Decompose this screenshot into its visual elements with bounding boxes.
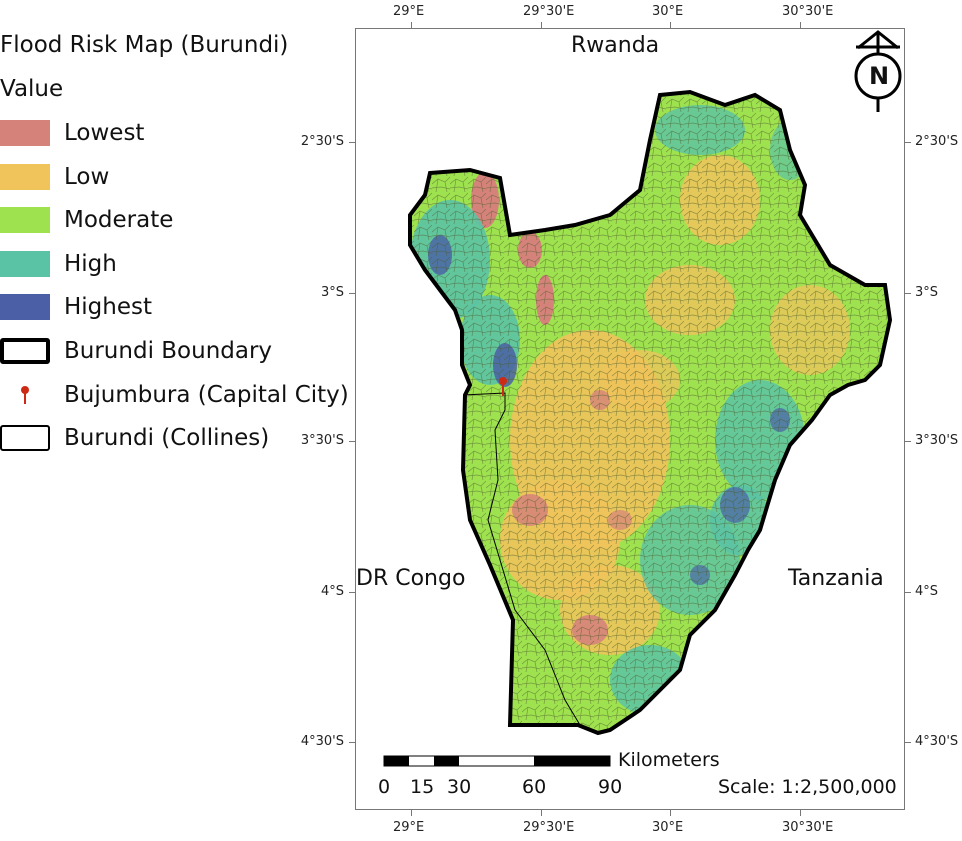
scale-tick-label: 0 bbox=[378, 776, 391, 798]
y-tick-mark bbox=[905, 441, 911, 442]
y-tick-label-right: 3°30'S bbox=[915, 433, 959, 448]
scale-tick-label: 60 bbox=[522, 776, 547, 798]
label-dr-congo: DR Congo bbox=[356, 566, 466, 591]
x-tick-mark bbox=[800, 22, 801, 28]
legend-swatch bbox=[0, 251, 50, 277]
x-tick-mark bbox=[541, 810, 542, 816]
x-tick-label-bottom: 30°E bbox=[652, 820, 684, 835]
y-tick-label-left: 3°30'S bbox=[300, 433, 344, 448]
bujumbura-pin bbox=[499, 377, 507, 396]
y-tick-mark bbox=[905, 742, 911, 743]
legend-label: Burundi (Collines) bbox=[64, 425, 270, 451]
y-tick-label-right: 4°S bbox=[915, 584, 939, 599]
map-pin-icon bbox=[0, 382, 50, 408]
flood-risk-zones bbox=[410, 92, 890, 733]
x-tick-label-bottom: 29°E bbox=[393, 820, 425, 835]
y-tick-label-left: 4°30'S bbox=[300, 734, 344, 749]
legend-swatch bbox=[0, 120, 50, 146]
north-arrow-letter: N bbox=[868, 62, 890, 90]
x-tick-mark bbox=[670, 810, 671, 816]
legend-swatch bbox=[0, 294, 50, 320]
legend-item: Low bbox=[0, 162, 360, 192]
label-rwanda: Rwanda bbox=[571, 33, 660, 58]
legend-label: Burundi Boundary bbox=[64, 338, 273, 364]
scale-tick-label: 90 bbox=[598, 776, 623, 798]
legend-subtitle: Value bbox=[0, 76, 64, 102]
legend-item: Burundi (Collines) bbox=[0, 423, 360, 453]
x-tick-mark bbox=[411, 22, 412, 28]
x-tick-label-bottom: 29°30'E bbox=[523, 820, 575, 835]
label-tanzania: Tanzania bbox=[788, 566, 884, 591]
y-tick-label-left: 4°S bbox=[320, 584, 344, 599]
legend-label: High bbox=[64, 251, 117, 277]
y-tick-mark bbox=[905, 592, 911, 593]
x-tick-mark bbox=[670, 22, 671, 28]
legend-item: High bbox=[0, 249, 360, 279]
legend-item: Highest bbox=[0, 292, 360, 322]
scale-bar bbox=[383, 755, 611, 767]
y-tick-mark bbox=[349, 592, 355, 593]
y-tick-label-right: 2°30'S bbox=[915, 134, 959, 149]
legend-label: Low bbox=[64, 164, 110, 190]
lake-shore bbox=[462, 392, 581, 726]
legend-item: Bujumbura (Capital City) bbox=[0, 380, 360, 410]
scale-text: Scale: 1:2,500,000 bbox=[718, 776, 897, 798]
x-tick-label-bottom: 30°30'E bbox=[782, 820, 834, 835]
scale-tick-label: 30 bbox=[447, 776, 472, 798]
legend-swatch-collines bbox=[0, 425, 50, 451]
y-tick-label-right: 3°S bbox=[915, 285, 939, 300]
x-tick-label-top: 29°E bbox=[393, 4, 425, 19]
x-tick-mark bbox=[541, 22, 542, 28]
legend-swatch bbox=[0, 207, 50, 233]
y-tick-mark bbox=[905, 142, 911, 143]
y-tick-label-left: 3°S bbox=[320, 285, 344, 300]
y-tick-mark bbox=[349, 293, 355, 294]
legend-item: Moderate bbox=[0, 205, 360, 235]
legend-item: Burundi Boundary bbox=[0, 336, 360, 366]
x-tick-label-top: 30°30'E bbox=[782, 4, 834, 19]
scale-unit: Kilometers bbox=[618, 749, 720, 771]
legend-label: Bujumbura (Capital City) bbox=[64, 382, 349, 408]
north-arrow-icon bbox=[854, 30, 902, 112]
x-tick-mark bbox=[800, 810, 801, 816]
y-tick-mark bbox=[349, 142, 355, 143]
legend-item: Lowest bbox=[0, 118, 360, 148]
legend-swatch bbox=[0, 164, 50, 190]
legend-title: Flood Risk Map (Burundi) bbox=[0, 32, 289, 58]
x-tick-mark bbox=[411, 810, 412, 816]
y-tick-mark bbox=[349, 742, 355, 743]
legend-label: Moderate bbox=[64, 207, 174, 233]
legend-swatch-boundary bbox=[0, 338, 50, 364]
y-tick-mark bbox=[349, 441, 355, 442]
legend-label: Lowest bbox=[64, 120, 145, 146]
y-tick-label-left: 2°30'S bbox=[300, 134, 344, 149]
x-tick-label-top: 29°30'E bbox=[523, 4, 575, 19]
legend-label: Highest bbox=[64, 294, 153, 320]
y-tick-label-right: 4°30'S bbox=[915, 734, 959, 749]
y-tick-mark bbox=[905, 293, 911, 294]
scale-tick-label: 15 bbox=[410, 776, 435, 798]
x-tick-label-top: 30°E bbox=[652, 4, 684, 19]
